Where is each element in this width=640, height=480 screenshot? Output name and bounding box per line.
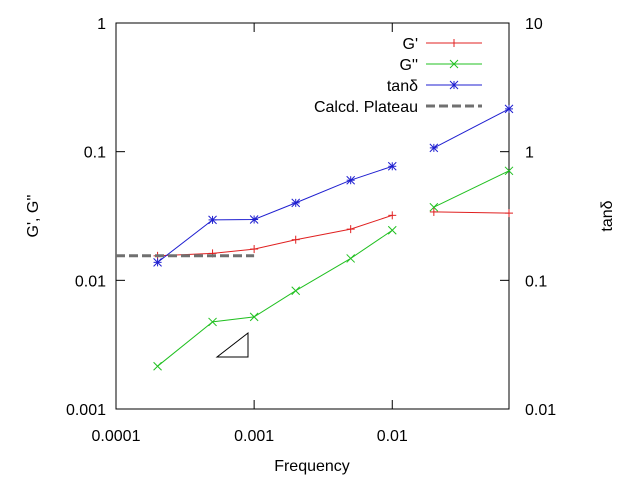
data-point-g bbox=[346, 254, 356, 263]
data-point-g bbox=[346, 225, 355, 234]
y2-axis-title: tanδ bbox=[599, 200, 616, 231]
marker-stroke bbox=[249, 312, 259, 322]
data-point-g bbox=[387, 225, 397, 235]
marker-stroke bbox=[208, 317, 217, 327]
x-tick-label: 0.01 bbox=[377, 428, 408, 445]
series-line-g bbox=[433, 211, 510, 214]
series-line-tan bbox=[157, 165, 393, 263]
data-point-g bbox=[429, 202, 439, 212]
y-tick-label: 0.01 bbox=[75, 273, 106, 290]
y2-tick-label: 0.1 bbox=[525, 273, 547, 290]
marker-stroke bbox=[504, 104, 514, 114]
series-group bbox=[116, 104, 514, 371]
legend-label-tan: tanδ bbox=[387, 78, 418, 95]
data-point-tan bbox=[208, 215, 217, 225]
data-point-tan bbox=[429, 143, 439, 153]
data-point-g bbox=[291, 235, 300, 244]
data-point-g bbox=[388, 211, 397, 220]
data-point-g bbox=[505, 209, 513, 218]
x-axis-title: Frequency bbox=[274, 458, 350, 475]
y-ticks: 0.001 0.01 0.1 1 bbox=[66, 16, 125, 419]
y2-tick-label: 10 bbox=[525, 16, 543, 33]
data-point-tan bbox=[249, 215, 259, 224]
data-point-g bbox=[208, 317, 217, 327]
marker-stroke bbox=[291, 198, 301, 208]
legend-marker-g bbox=[449, 59, 459, 69]
series-line-g bbox=[157, 214, 393, 257]
x-tick-label: 0.001 bbox=[234, 428, 274, 445]
data-point-g bbox=[291, 286, 301, 296]
data-point-g bbox=[153, 361, 162, 371]
marker-stroke bbox=[346, 254, 356, 263]
y-tick-label: 0.001 bbox=[66, 402, 106, 419]
marker-stroke bbox=[387, 225, 397, 235]
data-point-tan bbox=[153, 257, 162, 267]
slope-triangle bbox=[215, 331, 249, 358]
marker-stroke bbox=[249, 215, 259, 224]
legend-marker-g bbox=[450, 39, 458, 47]
marker-stroke bbox=[208, 215, 217, 225]
marker-stroke bbox=[387, 161, 397, 171]
y-axis-title: G', G'' bbox=[25, 195, 42, 238]
legend-label-calcdplateau: Calcd. Plateau bbox=[314, 99, 418, 116]
marker-stroke bbox=[429, 202, 439, 212]
data-point-tan bbox=[387, 161, 397, 171]
y2-tick-label: 1 bbox=[525, 145, 534, 162]
legend-label-g: G'' bbox=[399, 57, 418, 74]
x-ticks: 0.0001 0.001 0.01 bbox=[92, 23, 408, 445]
marker-stroke bbox=[153, 361, 162, 371]
marker-stroke bbox=[346, 175, 356, 185]
marker-stroke bbox=[449, 80, 459, 90]
plot-frame bbox=[115, 22, 510, 410]
marker-stroke bbox=[429, 143, 439, 153]
data-point-g bbox=[504, 166, 514, 176]
data-point-g bbox=[249, 312, 259, 322]
marker-stroke bbox=[153, 257, 162, 267]
data-point-g bbox=[250, 245, 259, 254]
series-line-g bbox=[157, 229, 393, 367]
series-line-g bbox=[433, 170, 510, 208]
y2-ticks: 0.01 0.1 1 10 bbox=[500, 16, 556, 419]
data-point-tan bbox=[504, 104, 514, 114]
data-point-tan bbox=[346, 175, 356, 185]
legend: G' G'' tanδ Calcd. Plateau bbox=[314, 36, 482, 116]
legend-marker-tan bbox=[449, 80, 459, 90]
legend-label-g: G' bbox=[403, 36, 419, 53]
marker-stroke bbox=[291, 286, 301, 296]
data-point-g bbox=[429, 207, 438, 216]
marker-stroke bbox=[449, 59, 459, 69]
data-point-tan bbox=[291, 198, 301, 208]
series-line-tan bbox=[433, 108, 510, 149]
marker-stroke bbox=[504, 166, 514, 176]
y-tick-label: 1 bbox=[97, 16, 106, 33]
y2-tick-label: 0.01 bbox=[525, 402, 556, 419]
x-tick-label: 0.0001 bbox=[92, 428, 141, 445]
y-tick-label: 0.1 bbox=[84, 145, 106, 162]
